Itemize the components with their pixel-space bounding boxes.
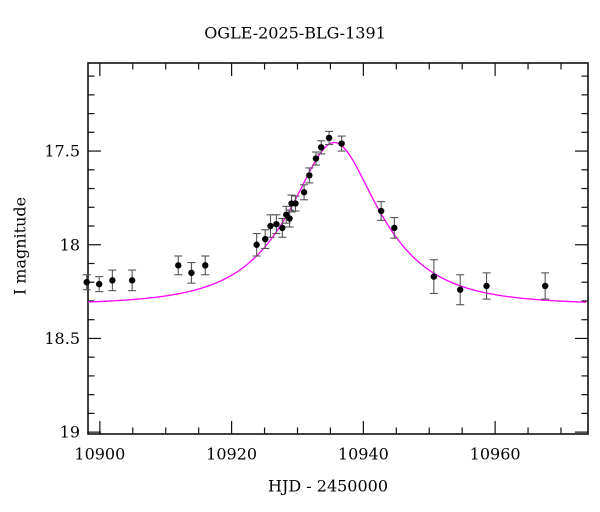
data-point [279, 224, 286, 232]
data-point [391, 224, 398, 232]
data-point [286, 215, 293, 222]
y-tick-label: 18 [60, 235, 80, 254]
data-point [175, 262, 182, 269]
data-point [325, 134, 333, 142]
data-point [267, 222, 274, 230]
data-point [338, 140, 345, 147]
tick-labels: 10900 10920 10940 10960 17.5 18 18.5 19 [44, 142, 520, 464]
data-point [541, 282, 549, 290]
data-point [128, 277, 136, 284]
y-axis-label: I magnitude [11, 197, 30, 295]
data-point [273, 220, 280, 228]
data-point [483, 282, 490, 290]
data-point [318, 144, 325, 151]
data-point [312, 155, 320, 162]
data-point [109, 277, 116, 284]
data-point [253, 241, 260, 248]
data-point [202, 262, 209, 269]
data-point [262, 235, 269, 243]
y-tick-label: 19 [60, 423, 80, 442]
x-tick-label: 10920 [206, 445, 257, 464]
data-point [300, 189, 308, 196]
data-points [83, 134, 549, 293]
plot-frame [87, 62, 589, 435]
x-axis-label: HJD - 2450000 [268, 477, 388, 496]
data-point [83, 279, 90, 286]
y-tick-label: 18.5 [44, 329, 80, 348]
data-point [430, 273, 438, 280]
x-tick-label: 10940 [338, 445, 389, 464]
data-point [292, 200, 299, 207]
data-point [306, 172, 313, 179]
axis-ticks [88, 63, 588, 434]
data-point [95, 280, 103, 288]
x-tick-label: 10960 [470, 445, 521, 464]
model-curve [87, 141, 587, 303]
data-point [188, 269, 195, 277]
y-tick-label: 17.5 [44, 142, 80, 161]
plot-title: OGLE-2025-BLG-1391 [204, 24, 386, 43]
data-point [457, 286, 464, 293]
x-tick-label: 10900 [74, 445, 125, 464]
data-point [377, 207, 385, 215]
